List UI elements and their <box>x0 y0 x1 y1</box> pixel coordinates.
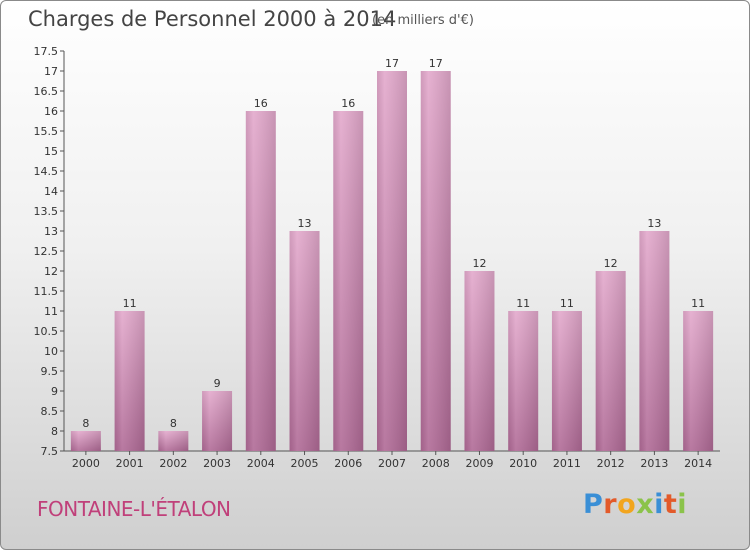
x-tick-label: 2001 <box>116 457 144 470</box>
x-tick-label: 2007 <box>378 457 406 470</box>
y-tick-label: 9.5 <box>41 365 59 378</box>
proxiti-logo[interactable]: Proxiti <box>583 489 688 520</box>
y-tick-label: 14 <box>44 185 58 198</box>
bar-shade <box>683 311 714 451</box>
y-tick-label: 15.5 <box>34 125 59 138</box>
bar-shade <box>595 271 626 451</box>
bar-shade <box>202 391 233 451</box>
y-tick-label: 9 <box>51 385 58 398</box>
x-tick-label: 2006 <box>334 457 362 470</box>
x-tick-label: 2002 <box>159 457 187 470</box>
y-tick-label: 15 <box>44 145 58 158</box>
bar-shade <box>70 431 101 451</box>
place-name: FONTAINE-L'ÉTALON <box>37 497 231 521</box>
y-tick-label: 12 <box>44 265 58 278</box>
y-tick-label: 14.5 <box>34 165 59 178</box>
x-tick-label: 2004 <box>247 457 275 470</box>
bar-shade <box>245 111 276 451</box>
chart-subtitle: (en milliers d'€) <box>372 13 474 28</box>
y-tick-label: 17.5 <box>34 45 59 58</box>
chart-title: Charges de Personnel 2000 à 2014 <box>28 7 397 31</box>
x-tick-label: 2008 <box>422 457 450 470</box>
x-tick-label: 2009 <box>465 457 493 470</box>
data-label: 11 <box>560 297 574 310</box>
y-tick-label: 7.5 <box>41 445 59 458</box>
bar-shade <box>114 311 145 451</box>
data-label: 11 <box>516 297 530 310</box>
y-tick-label: 16.5 <box>34 85 59 98</box>
x-tick-label: 2010 <box>509 457 537 470</box>
x-tick-label: 2005 <box>291 457 319 470</box>
data-label: 13 <box>647 217 661 230</box>
x-tick-label: 2011 <box>553 457 581 470</box>
y-tick-label: 8.5 <box>41 405 59 418</box>
data-label: 8 <box>170 417 177 430</box>
bar-shade <box>464 271 495 451</box>
y-tick-label: 13 <box>44 225 58 238</box>
data-label: 12 <box>604 257 618 270</box>
y-tick-label: 8 <box>51 425 58 438</box>
data-label: 17 <box>429 57 443 70</box>
y-tick-label: 11.5 <box>34 285 59 298</box>
x-tick-label: 2013 <box>640 457 668 470</box>
x-tick-label: 2014 <box>684 457 712 470</box>
data-label: 16 <box>341 97 355 110</box>
data-label: 11 <box>123 297 137 310</box>
bar-shade <box>377 71 407 451</box>
bar-shade <box>289 231 320 451</box>
bar-shade <box>333 111 364 451</box>
data-label: 13 <box>298 217 312 230</box>
x-tick-label: 2000 <box>72 457 100 470</box>
y-tick-label: 13.5 <box>34 205 59 218</box>
bar-shade <box>639 231 670 451</box>
bar-shade <box>508 311 539 451</box>
y-tick-label: 16 <box>44 105 58 118</box>
y-tick-label: 17 <box>44 65 58 78</box>
x-tick-label: 2003 <box>203 457 231 470</box>
y-tick-label: 11 <box>44 305 58 318</box>
data-label: 12 <box>472 257 486 270</box>
bar-shade <box>420 71 451 451</box>
bar-shade <box>551 311 582 451</box>
data-label: 11 <box>691 297 705 310</box>
data-label: 17 <box>385 57 399 70</box>
data-label: 8 <box>82 417 89 430</box>
bar-shade <box>158 431 189 451</box>
y-tick-label: 10 <box>44 345 58 358</box>
y-tick-label: 10.5 <box>34 325 59 338</box>
data-label: 9 <box>214 377 221 390</box>
x-tick-label: 2012 <box>597 457 625 470</box>
y-tick-label: 12.5 <box>34 245 59 258</box>
data-label: 16 <box>254 97 268 110</box>
